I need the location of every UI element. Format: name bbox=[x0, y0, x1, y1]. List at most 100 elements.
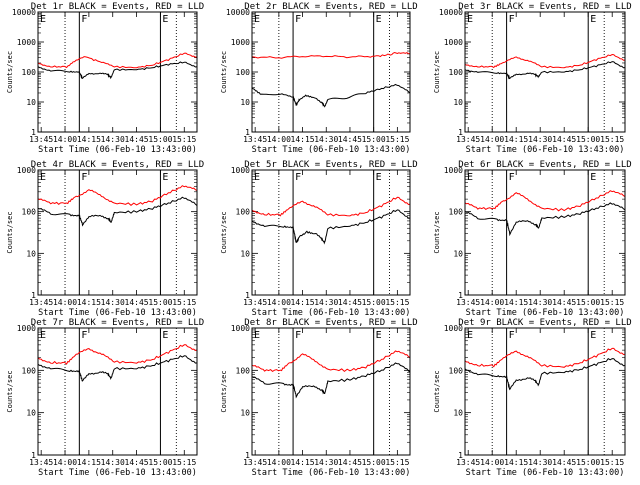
y-axis-label: Counts/sec bbox=[433, 370, 441, 412]
x-tick-label: 15:15 bbox=[385, 298, 409, 307]
x-tick-label: 14:15 bbox=[504, 458, 528, 467]
x-tick-label: 15:15 bbox=[172, 458, 196, 467]
x-tick-label: 15:15 bbox=[172, 298, 196, 307]
marker-label: F bbox=[295, 14, 301, 25]
panel-title: Det 5r BLACK = Events, RED = LLD bbox=[244, 160, 417, 170]
panel-5: Det 5r BLACK = Events, RED = LLD 1 10 100 10… bbox=[220, 160, 418, 318]
x-axis-label: Start Time (06-Feb-10 13:43:00) bbox=[466, 468, 625, 478]
series-line-black bbox=[251, 362, 411, 399]
x-tick-label: 14:15 bbox=[504, 298, 528, 307]
x-tick-label: 13:45 bbox=[243, 458, 267, 467]
marker-label: F bbox=[81, 172, 87, 183]
marker-label: E bbox=[40, 14, 46, 25]
marker-label: E bbox=[376, 330, 382, 341]
y-tick-label: 10 bbox=[240, 409, 250, 418]
x-tick-label: 14:45 bbox=[552, 298, 576, 307]
series-line-red bbox=[37, 344, 198, 365]
panel-title: Det 7r BLACK = Events, RED = LLD bbox=[31, 318, 204, 328]
x-tick-label: 15:00 bbox=[362, 458, 386, 467]
marker-label: F bbox=[509, 14, 515, 25]
panel-6: Det 6r BLACK = Events, RED = LLD 1 10 100 10… bbox=[433, 160, 632, 318]
x-tick-label: 14:00 bbox=[53, 135, 77, 144]
x-tick-label: 14:00 bbox=[53, 298, 77, 307]
x-axis-label: Start Time (06-Feb-10 13:43:00) bbox=[466, 308, 625, 318]
y-tick-label: 10 bbox=[453, 249, 463, 258]
x-tick-label: 13:45 bbox=[29, 458, 53, 467]
x-tick-label: 14:30 bbox=[528, 458, 552, 467]
series-line-red bbox=[37, 52, 198, 69]
plot-frame bbox=[251, 11, 411, 133]
series-line-black bbox=[251, 209, 411, 245]
y-tick-label: 1 bbox=[458, 291, 463, 300]
y-tick-label: 10000 bbox=[12, 8, 36, 17]
plot-frame bbox=[464, 11, 626, 133]
y-tick-label: 1000 bbox=[17, 324, 36, 333]
x-tick-label: 14:15 bbox=[77, 458, 101, 467]
x-tick-label: 14:00 bbox=[267, 298, 291, 307]
marker-label: F bbox=[509, 172, 515, 183]
x-tick-label: 14:45 bbox=[338, 298, 362, 307]
x-tick-label: 14:30 bbox=[314, 458, 338, 467]
x-tick-label: 14:00 bbox=[53, 458, 77, 467]
marker-label: E bbox=[467, 14, 473, 25]
x-tick-label: 14:30 bbox=[101, 298, 125, 307]
series-line-red bbox=[464, 190, 626, 212]
x-tick-label: 15:00 bbox=[148, 458, 172, 467]
panel-7: Det 7r BLACK = Events, RED = LLD 1 10 100 10… bbox=[6, 318, 204, 478]
x-tick-label: 14:45 bbox=[552, 135, 576, 144]
x-tick-label: 14:15 bbox=[504, 135, 528, 144]
series-line-red bbox=[251, 350, 411, 373]
x-tick-label: 15:15 bbox=[172, 135, 196, 144]
series-line-black bbox=[37, 355, 198, 382]
y-tick-label: 1000 bbox=[231, 324, 250, 333]
x-tick-label: 14:15 bbox=[77, 135, 101, 144]
plot-frame bbox=[37, 169, 198, 296]
y-tick-label: 10 bbox=[26, 98, 36, 107]
y-tick-label: 1 bbox=[31, 451, 36, 460]
y-axis-label: Counts/sec bbox=[433, 211, 441, 253]
x-axis-label: Start Time (06-Feb-10 13:43:00) bbox=[466, 145, 625, 155]
x-tick-label: 15:15 bbox=[385, 458, 409, 467]
y-axis-label: Counts/sec bbox=[6, 370, 14, 412]
y-tick-label: 1 bbox=[458, 451, 463, 460]
marker-label: F bbox=[81, 330, 87, 341]
panel-1: Det 1r BLACK = Events, RED = LLD 1 10 100 10… bbox=[6, 2, 204, 155]
panel-title: Det 1r BLACK = Events, RED = LLD bbox=[31, 2, 204, 12]
y-axis-label: Counts/sec bbox=[220, 370, 228, 412]
x-axis-label: Start Time (06-Feb-10 13:43:00) bbox=[252, 468, 411, 478]
x-axis-label: Start Time (06-Feb-10 13:43:00) bbox=[38, 468, 197, 478]
marker-label: E bbox=[590, 172, 596, 183]
x-tick-label: 14:45 bbox=[125, 458, 149, 467]
x-tick-label: 14:45 bbox=[338, 135, 362, 144]
x-tick-label: 15:00 bbox=[576, 135, 600, 144]
plot-frame bbox=[464, 169, 626, 296]
panel-title: Det 4r BLACK = Events, RED = LLD bbox=[31, 160, 204, 170]
x-tick-label: 14:30 bbox=[314, 298, 338, 307]
plot-frame bbox=[37, 11, 198, 133]
y-tick-label: 100 bbox=[236, 68, 251, 77]
x-tick-label: 15:15 bbox=[600, 298, 624, 307]
marker-label: E bbox=[590, 330, 596, 341]
y-tick-label: 10000 bbox=[226, 8, 250, 17]
y-tick-label: 1 bbox=[31, 128, 36, 137]
x-tick-label: 14:30 bbox=[528, 298, 552, 307]
x-tick-label: 13:45 bbox=[243, 298, 267, 307]
y-tick-label: 1000 bbox=[231, 166, 250, 175]
x-tick-label: 15:00 bbox=[576, 298, 600, 307]
x-tick-label: 14:00 bbox=[267, 135, 291, 144]
x-tick-label: 13:45 bbox=[456, 458, 480, 467]
panel-2: Det 2r BLACK = Events, RED = LLD 1 10 100 10… bbox=[220, 2, 418, 155]
x-tick-label: 14:15 bbox=[77, 298, 101, 307]
marker-label: E bbox=[162, 172, 168, 183]
marker-label: E bbox=[376, 172, 382, 183]
x-tick-label: 13:45 bbox=[29, 298, 53, 307]
x-axis-label: Start Time (06-Feb-10 13:43:00) bbox=[252, 145, 411, 155]
series-line-black bbox=[37, 196, 198, 227]
x-tick-label: 14:15 bbox=[291, 458, 315, 467]
y-axis-label: Counts/sec bbox=[220, 51, 228, 93]
y-tick-label: 100 bbox=[449, 208, 464, 217]
y-tick-label: 10 bbox=[240, 98, 250, 107]
x-tick-label: 14:15 bbox=[291, 135, 315, 144]
y-tick-label: 100 bbox=[22, 366, 37, 375]
x-axis-label: Start Time (06-Feb-10 13:43:00) bbox=[252, 308, 411, 318]
